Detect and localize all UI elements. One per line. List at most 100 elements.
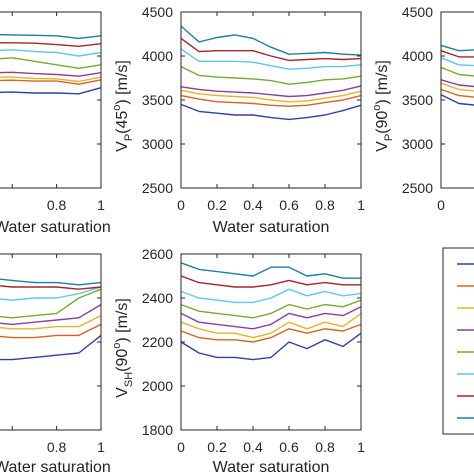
series-line-4 (0, 303, 102, 326)
x-tick-labels-bottom-middle: 0 0.2 0.4 0.6 0.8 1 (177, 439, 365, 455)
x-tick-label: 0.2 (207, 439, 227, 455)
panel-top-right: 0 2500 3000 3500 4000 4500 VP(90o) [m/s] (371, 4, 474, 213)
series-line-8 (0, 33, 102, 40)
x-tick-labels-bottom-left: 0.8 1 (47, 439, 105, 455)
series-line-6 (180, 48, 362, 70)
x-tick-label: 1 (97, 197, 105, 213)
series-line-1 (440, 94, 474, 106)
x-tick-label: 1 (357, 197, 365, 213)
y-axis-label-top-right: VP(90o) [m/s] (371, 60, 395, 152)
y-label-paren: (45 (114, 111, 131, 134)
y-tick-label: 2400 (142, 290, 173, 306)
y-label-main: V (114, 387, 131, 398)
legend-box (442, 247, 474, 435)
y-tick-labels-bottom-middle: 1800 2000 2200 2400 2600 (142, 246, 173, 438)
x-tick-label: 1 (357, 439, 365, 455)
y-tick-label: 2500 (142, 180, 173, 196)
series-line-5 (0, 288, 102, 319)
x-tick-label: 1 (97, 439, 105, 455)
series-line-2 (180, 323, 362, 343)
y-tick-label: 3500 (402, 92, 433, 108)
y-label-main: V (114, 141, 131, 152)
axes-frame (0, 11, 102, 189)
series-line-5 (180, 65, 362, 85)
y-label-paren: (90 (114, 349, 131, 372)
y-label-paren: (90 (374, 111, 391, 134)
y-axis-label-top-middle: VP(45o) [m/s] (111, 60, 135, 152)
axes-frame (180, 253, 362, 431)
x-tick-label: 0.8 (47, 197, 67, 213)
x-tick-label: 0.6 (279, 197, 299, 213)
series-line-8 (0, 278, 102, 286)
series-line-2 (440, 88, 474, 98)
series-line-3 (0, 76, 102, 83)
plot-area-bottom-middle (180, 253, 362, 431)
series-line-2 (180, 94, 362, 107)
series-line-5 (0, 57, 102, 70)
y-tick-label: 4500 (142, 4, 173, 20)
y-axis-label-bottom-middle: VSH(90o) [m/s] (111, 298, 135, 398)
y-label-sup: o (111, 343, 123, 349)
x-tick-label: 0 (177, 439, 185, 455)
x-tick-label: 0.4 (243, 197, 263, 213)
y-tick-label: 2600 (142, 246, 173, 262)
x-tick-label: 0.8 (315, 439, 335, 455)
x-tick-label: 0 (437, 197, 445, 213)
y-tick-label: 2000 (142, 378, 173, 394)
series-line-7 (0, 42, 102, 47)
y-tick-labels-top-middle: 2500 3000 3500 4000 4500 (142, 4, 173, 196)
y-label-sub: P (123, 134, 135, 141)
x-tick-label: 0.4 (243, 439, 263, 455)
series-line-7 (180, 275, 361, 288)
x-axis-label-bottom-middle: Water saturation (213, 459, 330, 474)
x-tick-label: 0.8 (47, 439, 67, 455)
series-line-5 (440, 66, 474, 77)
y-tick-label: 3000 (142, 136, 173, 152)
legend (442, 247, 474, 435)
y-label-sup: o (111, 105, 123, 111)
series-line-8 (180, 262, 361, 279)
y-tick-label: 3500 (142, 92, 173, 108)
y-tick-label: 4000 (142, 48, 173, 64)
series-line-1 (180, 103, 362, 121)
series-line-1 (0, 334, 102, 361)
series-line-8 (440, 44, 474, 52)
panel-top-middle: 0 0.2 0.4 0.6 0.8 1 2500 3000 3500 4000 4500 Wate… (111, 4, 365, 236)
x-axis-label-bottom-left: Water saturation (0, 459, 111, 474)
x-tick-labels-top-middle: 0 0.2 0.4 0.6 0.8 1 (177, 197, 365, 213)
y-label-sup: o (371, 105, 383, 111)
series-line-1 (180, 332, 362, 361)
plot-area-top-middle (180, 11, 362, 189)
series-line-3 (440, 82, 474, 92)
plot-area-top-left (0, 11, 102, 189)
y-label-rest: ) [m/s] (114, 298, 131, 342)
series-line-4 (0, 71, 102, 77)
series-line-4 (440, 79, 474, 88)
y-tick-label: 3000 (402, 136, 433, 152)
y-tick-label: 2500 (402, 180, 433, 196)
series-line-2 (0, 79, 102, 85)
y-tick-label: 4000 (402, 48, 433, 64)
x-tick-label: 0.6 (279, 439, 299, 455)
x-tick-label: 0.2 (207, 197, 227, 213)
series-line-8 (180, 25, 362, 56)
y-label-sub: P (383, 134, 395, 141)
series-line-5 (180, 299, 362, 319)
series-line-6 (0, 286, 102, 301)
x-axis-label-top-middle: Water saturation (213, 219, 330, 236)
x-tick-labels-top-right: 0 (437, 197, 445, 213)
series-line-3 (180, 312, 362, 339)
y-label-main: V (374, 141, 391, 152)
series-line-7 (440, 50, 474, 58)
series-line-6 (440, 57, 474, 67)
x-tick-labels-top-left: 0.8 1 (47, 197, 105, 213)
series-line-4 (180, 85, 362, 98)
x-tick-label: 0.8 (315, 197, 335, 213)
series-line-3 (0, 314, 102, 330)
series-line-6 (180, 288, 362, 304)
panel-bottom-left: 0.8 1 Water saturation (0, 253, 111, 474)
x-tick-label: 0 (177, 197, 185, 213)
series-line-7 (180, 37, 362, 62)
series-line-6 (0, 49, 102, 57)
